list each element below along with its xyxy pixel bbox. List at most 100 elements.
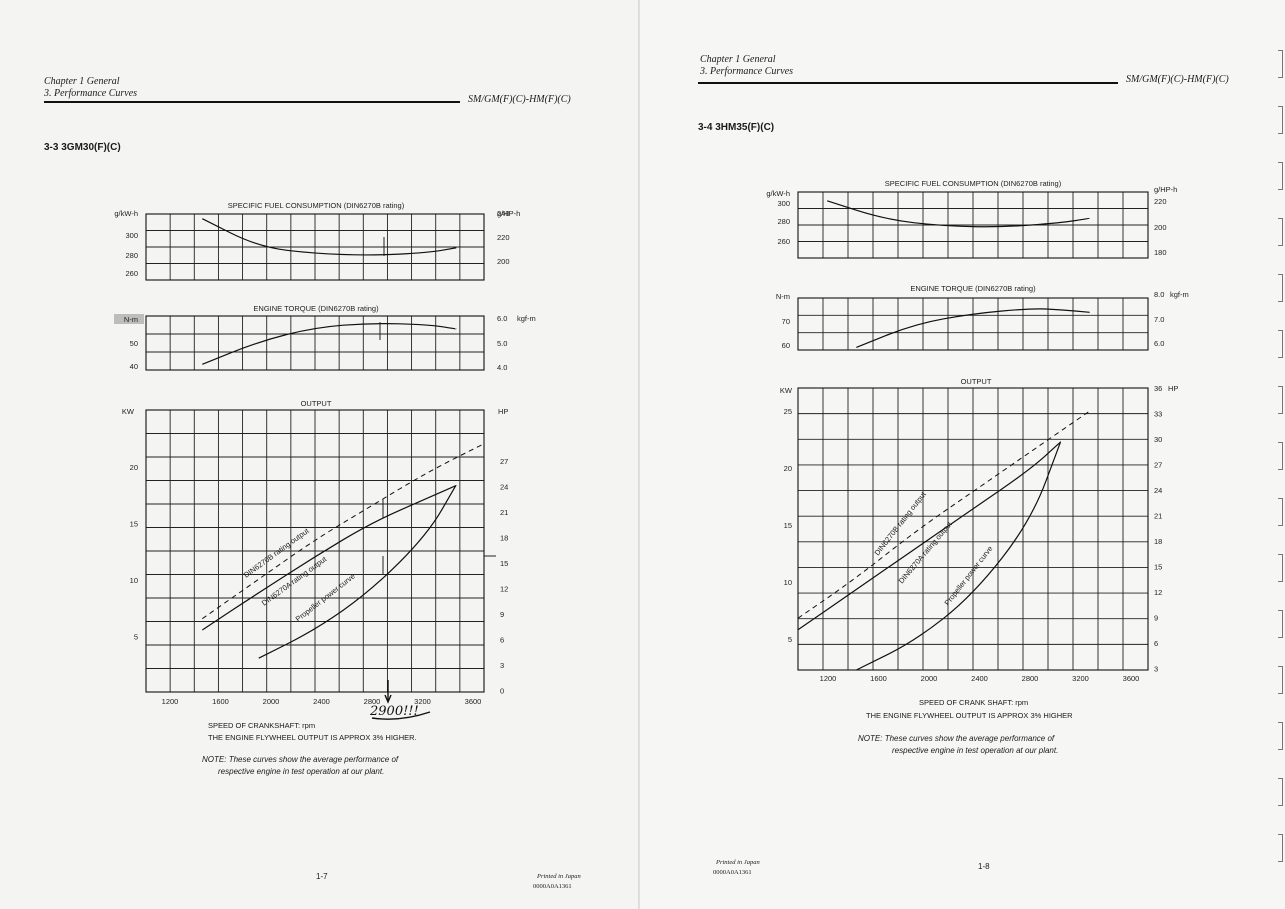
output-tick-right: 3 bbox=[1154, 665, 1158, 674]
page-number: 1-8 bbox=[978, 862, 990, 871]
note-line-2: respective engine in test operation at o… bbox=[892, 746, 1059, 755]
binder-tab bbox=[1278, 610, 1283, 638]
label-propeller: Propeller power curve bbox=[942, 544, 994, 607]
page-number: 1-7 bbox=[316, 872, 328, 881]
sfc-tick-left: 260 bbox=[777, 237, 790, 246]
sfc-curve bbox=[827, 200, 1090, 228]
output-tick-right: 9 bbox=[500, 610, 504, 619]
sfc-unit-right: g/HP-h bbox=[1154, 185, 1177, 194]
label-din6270b: DIN6270B rating output bbox=[872, 489, 928, 557]
sfc-tick-left: 280 bbox=[777, 217, 790, 226]
torque-chart: ENGINE TORQUE (DIN6270B rating) N-m 50 4… bbox=[114, 304, 536, 372]
printed-in: Printed in Japan bbox=[716, 859, 760, 866]
binder-tab bbox=[1278, 106, 1283, 134]
output-grid bbox=[146, 410, 484, 692]
torque-tick-right: 6.0 bbox=[497, 314, 507, 323]
x-tick: 3600 bbox=[465, 697, 482, 706]
torque-unit-left: N-m bbox=[776, 292, 790, 301]
header-chapter: Chapter 1 General bbox=[44, 76, 120, 87]
note-text: These curves show the average performanc… bbox=[884, 734, 1055, 743]
output-tick-right: 21 bbox=[500, 508, 508, 517]
sfc-title: SPECIFIC FUEL CONSUMPTION (DIN6270B rati… bbox=[228, 201, 405, 210]
xlabel: SPEED OF CRANK SHAFT: rpm bbox=[919, 698, 1029, 707]
output-tick-right: 30 bbox=[1154, 435, 1162, 444]
x-tick: 3600 bbox=[1123, 674, 1140, 683]
sfc-tick-left: 300 bbox=[125, 231, 138, 240]
binder-tab bbox=[1278, 162, 1283, 190]
handwritten-rpm: 2900!!! bbox=[369, 704, 419, 719]
output-tick-left: 15 bbox=[784, 521, 792, 530]
output-tick-right: 18 bbox=[1154, 537, 1162, 546]
output-frame bbox=[797, 387, 1149, 671]
sfc-grid bbox=[146, 214, 484, 280]
torque-title: ENGINE TORQUE (DIN6270B rating) bbox=[910, 284, 1036, 293]
x-tick: 3200 bbox=[414, 697, 431, 706]
x-tick: 2800 bbox=[364, 697, 381, 706]
flywheel-note: THE ENGINE FLYWHEEL OUTPUT IS APPROX 3% … bbox=[208, 733, 417, 742]
output-unit-right: HP bbox=[1168, 384, 1178, 393]
x-tick: 2400 bbox=[313, 697, 330, 706]
torque-title: ENGINE TORQUE (DIN6270B rating) bbox=[253, 304, 379, 313]
torque-grid bbox=[798, 298, 1148, 350]
din6270a-output-line bbox=[201, 485, 457, 631]
din6270a-output-line bbox=[797, 441, 1062, 631]
sfc-unit-right: g/HP-h bbox=[497, 209, 520, 218]
torque-tick-left: 70 bbox=[782, 317, 790, 326]
output-tick-right: 24 bbox=[500, 483, 508, 492]
note-text: These curves show the average performanc… bbox=[228, 755, 399, 764]
handwritten-arrow-head bbox=[384, 694, 392, 704]
section-heading: 3-3 3GM30(F)(C) bbox=[44, 142, 121, 153]
header-chapter: Chapter 1 General bbox=[700, 54, 776, 65]
doc-code: 0000A0A1361 bbox=[533, 883, 572, 890]
sfc-unit-left: g/kW-h bbox=[114, 209, 138, 218]
output-tick-right: 24 bbox=[1154, 486, 1162, 495]
sfc-tick-right: 200 bbox=[1154, 223, 1167, 232]
label-din6270a: DIN6270A rating output bbox=[897, 519, 955, 585]
section-heading: 3-4 3HM35(F)(C) bbox=[698, 122, 775, 133]
binder-tab bbox=[1278, 274, 1283, 302]
note-label: NOTE: bbox=[858, 734, 883, 743]
sfc-grid bbox=[798, 192, 1148, 258]
sfc-tick-left: 260 bbox=[125, 269, 138, 278]
output-title: OUTPUT bbox=[301, 399, 332, 408]
sfc-tick-right: 240 bbox=[497, 209, 510, 218]
sfc-chart: SPECIFIC FUEL CONSUMPTION (DIN6270B rati… bbox=[114, 201, 520, 281]
output-tick-left: 10 bbox=[784, 578, 792, 587]
binder-tab bbox=[1278, 218, 1283, 246]
output-tick-right: 12 bbox=[1154, 588, 1162, 597]
x-tick: 1600 bbox=[212, 697, 229, 706]
torque-tick-right: 8.0 bbox=[1154, 290, 1164, 299]
torque-frame bbox=[145, 315, 485, 371]
right-charts: SPECIFIC FUEL CONSUMPTION (DIN6270B rati… bbox=[766, 179, 1188, 683]
binder-tab bbox=[1278, 834, 1283, 862]
binder-tab bbox=[1278, 554, 1283, 582]
x-tick: 2000 bbox=[263, 697, 280, 706]
output-unit-right: HP bbox=[498, 407, 508, 416]
output-tick-left: 20 bbox=[784, 464, 792, 473]
header-models: SM/GM(F)(C)-HM(F)(C) bbox=[468, 94, 571, 105]
sfc-tick-right: 200 bbox=[497, 257, 510, 266]
sfc-frame bbox=[797, 191, 1149, 259]
x-tick: 2400 bbox=[971, 674, 988, 683]
flywheel-note: THE ENGINE FLYWHEEL OUTPUT IS APPROX 3% … bbox=[866, 711, 1073, 720]
sfc-tick-right: 220 bbox=[497, 233, 510, 242]
output-unit-left: KW bbox=[122, 407, 135, 416]
binder-tab bbox=[1278, 498, 1283, 526]
binder-tabs bbox=[1269, 40, 1283, 900]
din6270b-output-line bbox=[797, 410, 1091, 619]
torque-tick-left: 50 bbox=[130, 339, 138, 348]
doc-code: 0000A0A1361 bbox=[713, 869, 752, 876]
sfc-unit-left: g/kW-h bbox=[766, 189, 790, 198]
torque-unit-right: kgf-m bbox=[517, 314, 536, 323]
output-unit-left: KW bbox=[780, 386, 793, 395]
torque-tick-right: 7.0 bbox=[1154, 315, 1164, 324]
output-tick-left: 15 bbox=[130, 520, 138, 529]
output-tick-right: 0 bbox=[500, 687, 504, 696]
output-tick-right: 33 bbox=[1154, 410, 1162, 419]
header-section: 3. Performance Curves bbox=[44, 88, 138, 99]
output-tick-left: 20 bbox=[130, 463, 138, 472]
output-tick-right: 18 bbox=[500, 534, 508, 543]
output-tick-right: 27 bbox=[500, 457, 508, 466]
binder-tab bbox=[1278, 330, 1283, 358]
